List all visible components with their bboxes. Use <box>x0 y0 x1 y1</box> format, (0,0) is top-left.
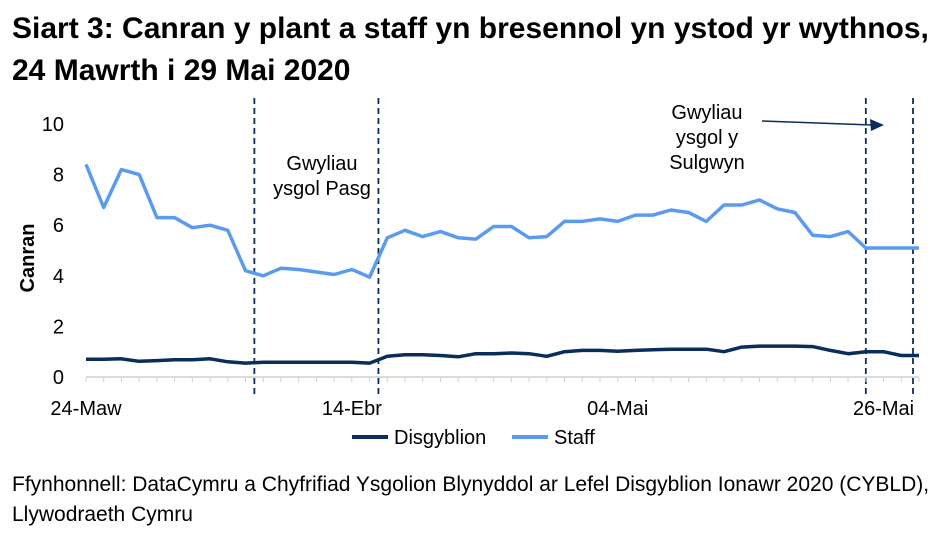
whitsun-arrow-line <box>761 120 873 126</box>
y-tick-label: 10 <box>42 114 64 136</box>
series-lines <box>84 163 919 365</box>
y-tick-label: 0 <box>53 367 64 389</box>
whitsun-holiday-label: Gwyliau ysgol y Sulgwyn <box>669 102 745 174</box>
y-tick-label: 6 <box>53 215 64 237</box>
y-tick-label: 4 <box>53 266 64 288</box>
series-line-disgyblion <box>86 344 919 365</box>
legend-label-staff: Staff <box>554 427 595 449</box>
whitsun-arrow-head <box>870 119 884 131</box>
chart-title: Siart 3: Canran y plant a staff yn brese… <box>12 12 929 87</box>
series-line-staff <box>84 163 919 279</box>
x-axis-ticks: 24-Maw 14-Ebr 04-Mai 26-Mai <box>50 377 920 420</box>
source-note: Ffynhonnell: DataCymru a Chyfrifiad Ysgo… <box>12 473 930 526</box>
y-axis-tick-labels: 0 2 4 6 8 10 <box>42 114 64 389</box>
y-tick-label: 2 <box>53 316 64 338</box>
y-axis-label: Canran <box>17 224 39 293</box>
easter-holiday-label: Gwyliau ysgol Pasg <box>273 153 371 200</box>
x-tick-label: 04-Mai <box>587 398 648 420</box>
x-tick-label: 24-Maw <box>50 398 122 420</box>
x-tick-label: 26-Mai <box>853 398 914 420</box>
y-tick-label: 8 <box>53 165 64 187</box>
legend: Disgyblion Staff <box>352 427 595 449</box>
legend-label-disgyblion: Disgyblion <box>394 427 486 449</box>
x-tick-label: 14-Ebr <box>322 398 382 420</box>
annotations: Gwyliau ysgol Pasg Gwyliau ysgol y Sulgwyn <box>273 102 884 200</box>
